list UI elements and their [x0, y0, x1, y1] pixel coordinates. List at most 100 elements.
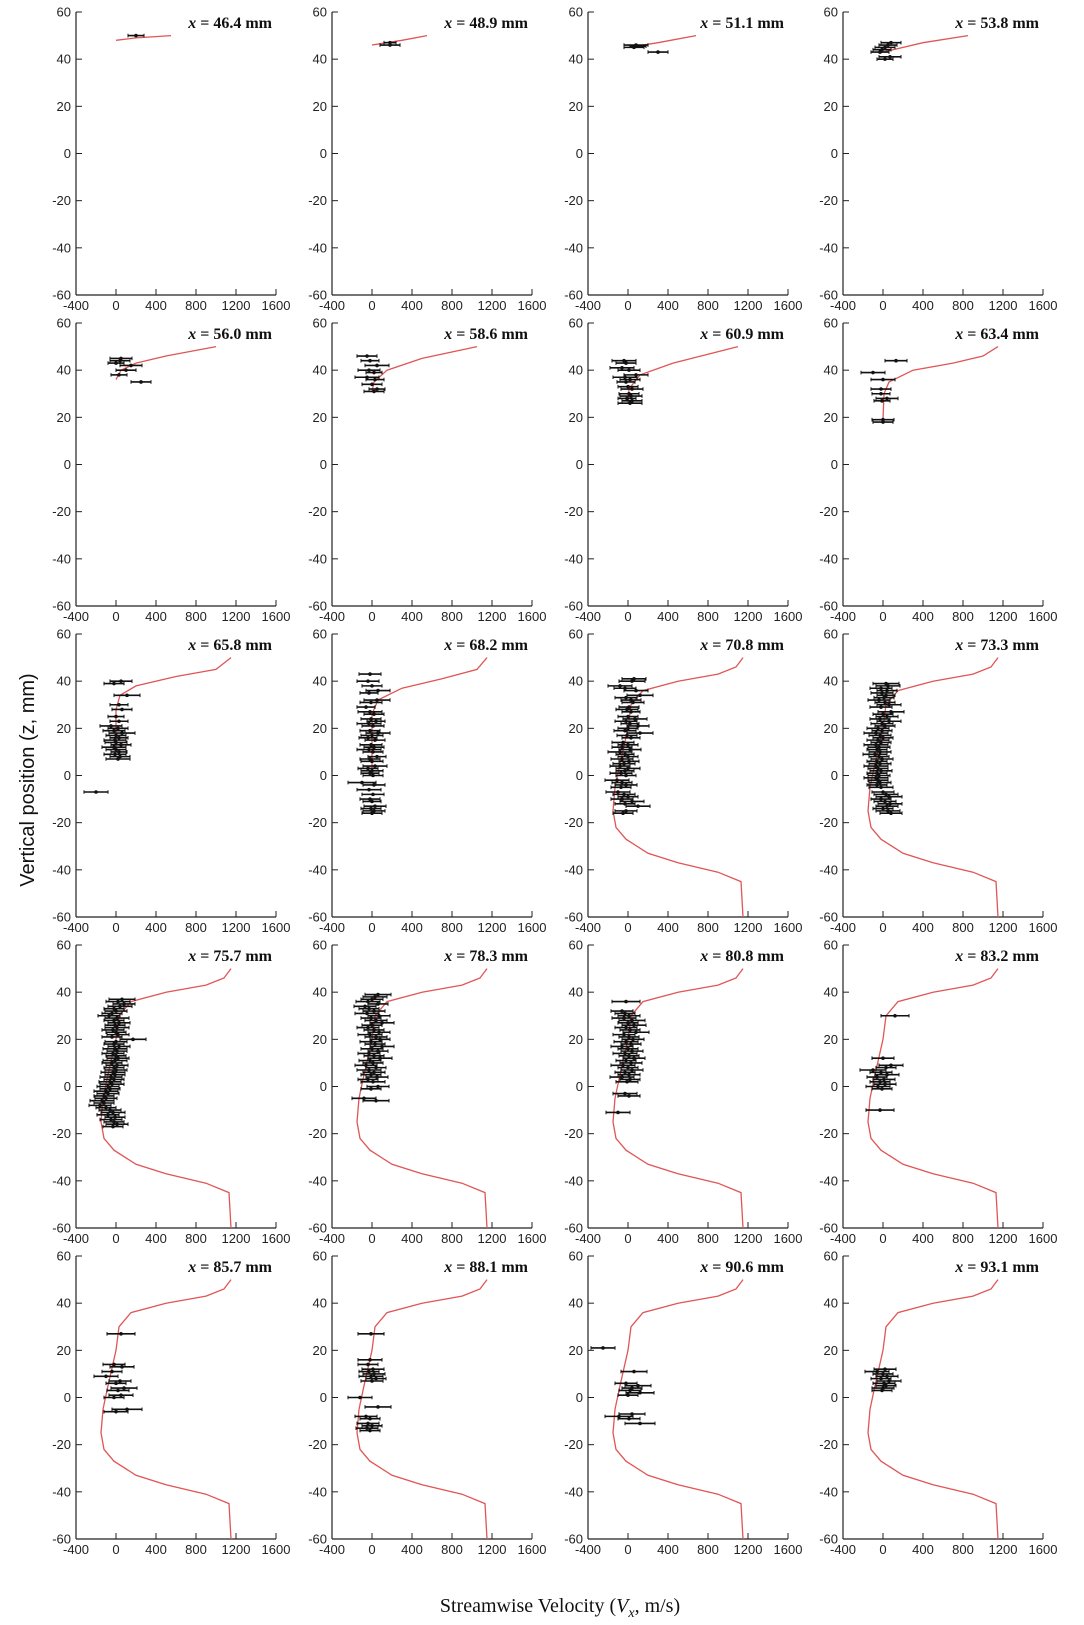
x-tick-label: 0	[624, 920, 631, 935]
data-point	[865, 1084, 891, 1089]
y-tick-label: -60	[819, 1532, 838, 1547]
x-tick-label: 800	[441, 298, 463, 313]
data-point	[875, 804, 899, 808]
data-point	[870, 691, 894, 695]
data-point	[105, 1030, 127, 1035]
panel: -60 -40 -20 0 20 40 60 -400 0 400 800 1200 1600 x = 5…	[52, 316, 290, 625]
data-point	[363, 804, 387, 808]
data-point	[360, 1379, 384, 1383]
x-tick-label: -400	[830, 609, 856, 624]
data-point	[866, 1075, 888, 1079]
data-point	[94, 1096, 118, 1101]
panel: -60 -40 -20 0 20 40 60 -400 0 400 800 1200 1600 x = 7…	[52, 938, 290, 1247]
data-point	[357, 1332, 385, 1336]
y-tick-label: -20	[564, 1126, 583, 1141]
data-point	[873, 695, 895, 700]
x-tick-label: 400	[401, 1542, 423, 1557]
panel: -60 -40 -20 0 20 40 60 -400 0 400 800 1200 1600 x = 5…	[819, 5, 1057, 314]
data-point	[365, 377, 385, 382]
y-tick-label: -60	[52, 1221, 71, 1236]
data-point	[879, 811, 903, 816]
x-tick-label: 800	[441, 609, 463, 624]
data-point	[103, 1018, 125, 1023]
data-point	[367, 754, 387, 759]
data-point	[362, 1372, 386, 1376]
data-point	[358, 1058, 382, 1063]
data-point	[872, 712, 894, 716]
data-point	[367, 1056, 393, 1060]
y-tick-label: 40	[569, 1296, 583, 1311]
data-point	[880, 1013, 910, 1018]
data-point	[612, 1032, 636, 1037]
y-tick-label: -60	[564, 1532, 583, 1547]
x-tick-label: 400	[912, 1231, 934, 1246]
data-point	[363, 745, 385, 749]
data-point	[104, 1025, 130, 1030]
data-point	[624, 1383, 652, 1388]
data-point	[109, 1365, 135, 1369]
data-point	[872, 1381, 896, 1386]
data-point	[101, 745, 127, 749]
data-point	[611, 780, 633, 785]
y-tick-label: 0	[320, 457, 327, 472]
data-point	[871, 1388, 893, 1393]
y-tick-label: 40	[57, 985, 71, 1000]
data-point	[93, 1094, 115, 1098]
y-tick-label: -20	[564, 815, 583, 830]
x-tick-label: 1200	[734, 1231, 763, 1246]
y-tick-label: 40	[57, 363, 71, 378]
y-tick-label: 40	[57, 1296, 71, 1311]
y-tick-label: -20	[52, 815, 71, 830]
data-point	[361, 1023, 383, 1027]
data-point	[607, 684, 633, 688]
x-tick-label: 0	[624, 1542, 631, 1557]
data-point	[876, 719, 902, 724]
data-point	[866, 726, 890, 731]
data-point	[868, 750, 892, 754]
y-tick-label: 60	[824, 5, 838, 20]
x-tick-label: -400	[830, 1231, 856, 1246]
data-point	[105, 733, 127, 738]
y-tick-label: 20	[569, 410, 583, 425]
data-point	[868, 785, 894, 790]
data-point	[621, 735, 641, 740]
y-axis-label: Vertical position (z, mm)	[17, 673, 39, 886]
data-point	[605, 1110, 631, 1115]
x-tick-label: 1200	[222, 920, 251, 935]
x-tick-label: -400	[319, 609, 345, 624]
data-point	[619, 1061, 643, 1065]
data-point	[621, 1386, 643, 1390]
panel: -60 -40 -20 0 20 40 60 -400 0 400 800 1200 1600 x = 9…	[819, 1249, 1057, 1558]
data-point	[93, 1089, 119, 1094]
x-tick-label: 0	[368, 920, 375, 935]
data-point	[621, 710, 641, 714]
y-tick-label: -20	[308, 815, 327, 830]
data-point	[103, 1042, 125, 1046]
y-tick-label: -60	[564, 1221, 583, 1236]
y-tick-label: 60	[569, 938, 583, 953]
data-point	[355, 1426, 379, 1430]
data-point	[109, 754, 131, 759]
x-tick-label: 800	[697, 298, 719, 313]
data-point	[102, 1058, 128, 1063]
x-tick-label: 1600	[774, 298, 803, 313]
data-point	[872, 1077, 896, 1082]
data-point	[870, 740, 892, 745]
x-tick-label: 0	[368, 298, 375, 313]
data-point	[620, 1049, 644, 1053]
data-point	[99, 1087, 121, 1091]
y-tick-label: 0	[64, 1390, 71, 1405]
data-point	[609, 764, 631, 768]
y-tick-label: 0	[831, 1079, 838, 1094]
y-tick-label: 60	[57, 627, 71, 642]
y-tick-label: 40	[313, 985, 327, 1000]
data-point	[866, 771, 888, 775]
y-tick-label: -60	[564, 599, 583, 614]
data-point	[613, 686, 637, 691]
x-tick-label: 1200	[989, 920, 1018, 935]
x-tick-label: 1200	[734, 920, 763, 935]
panel: -60 -40 -20 0 20 40 60 -400 0 400 800 1200 1600 x = 4…	[52, 5, 290, 314]
data-point	[614, 719, 638, 724]
data-point	[617, 1065, 639, 1070]
x-tick-label: 800	[952, 920, 974, 935]
